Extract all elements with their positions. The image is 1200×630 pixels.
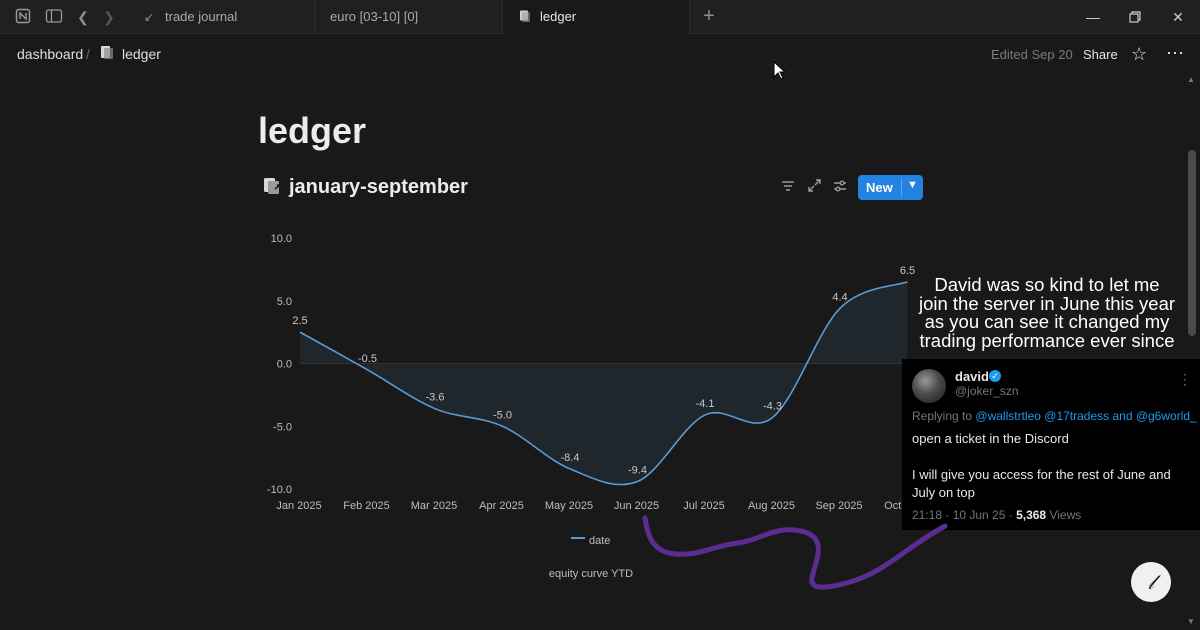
- data-label: -5.0: [493, 409, 512, 421]
- verified-badge-icon: ✓: [989, 370, 1001, 382]
- y-tick-label: -5.0: [273, 421, 292, 433]
- y-tick-label: 10.0: [271, 233, 292, 245]
- tweet-text-line: open a ticket in the Discord: [912, 431, 1069, 446]
- x-tick-label: Apr 2025: [479, 500, 524, 512]
- legend-label: date: [589, 535, 610, 547]
- tweet-author-name[interactable]: david: [955, 369, 989, 384]
- tweet-replying-to: Replying to @wallstrtleo @17tradess and …: [912, 409, 1197, 423]
- edited-timestamp: Edited Sep 20: [991, 47, 1073, 62]
- avatar[interactable]: [912, 369, 946, 403]
- tweet-text-line: July on top: [912, 485, 975, 500]
- series-area-fill: [300, 281, 908, 485]
- tweet-text-line: I will give you access for the rest of J…: [912, 467, 1171, 482]
- tab-label: euro [03-10] [0]: [330, 9, 419, 24]
- forward-arrow-icon[interactable]: ❯: [103, 9, 115, 25]
- mouse-cursor-icon: [773, 60, 787, 86]
- tweet-meta: 21:18 · 10 Jun 25 · 5,368 Views: [912, 508, 1081, 522]
- tweet-timestamp: 21:18 · 10 Jun 25 ·: [912, 508, 1017, 522]
- x-tick-label: Aug 2025: [748, 500, 795, 512]
- overlay-caption: David was so kind to let me join the ser…: [918, 274, 1176, 351]
- breadcrumb-separator: /: [86, 46, 90, 62]
- tab-bar: ❮ ❯ ↙ trade journal euro [03-10] [0] led…: [0, 0, 1200, 34]
- breadcrumb-page-icon: [100, 45, 114, 63]
- linked-database-icon: [263, 176, 285, 196]
- more-options-icon[interactable]: ⋯: [1166, 43, 1185, 63]
- replying-prefix: Replying to: [912, 409, 973, 423]
- series-line: [299, 281, 908, 486]
- new-button[interactable]: New ▼: [858, 175, 923, 200]
- x-tick-label: Mar 2025: [411, 500, 457, 512]
- breadcrumb-ledger[interactable]: ledger: [122, 46, 161, 62]
- settings-sliders-icon[interactable]: [831, 178, 849, 196]
- data-label: -3.6: [426, 392, 445, 404]
- page-icon: [519, 0, 530, 34]
- tab-euro[interactable]: euro [03-10] [0]: [315, 0, 503, 34]
- x-tick-label: Feb 2025: [343, 500, 389, 512]
- tab-trade-journal[interactable]: ↙ trade journal: [128, 0, 315, 34]
- x-tick-label: Sep 2025: [815, 500, 862, 512]
- tab-ledger[interactable]: ledger: [503, 0, 690, 34]
- ai-assistant-button[interactable]: 𝓁: [1131, 562, 1171, 602]
- tweet-author-handle[interactable]: @joker_szn: [955, 384, 1019, 398]
- share-button[interactable]: Share: [1083, 47, 1118, 62]
- filter-icon[interactable]: [779, 178, 797, 196]
- reply-mentions[interactable]: @wallstrtleo @17tradess and @g6world_: [975, 409, 1197, 423]
- tweet-card: david ✓ @joker_szn ⋮ Replying to @wallst…: [902, 359, 1200, 530]
- restore-icon[interactable]: [1115, 0, 1155, 34]
- tab-label: trade journal: [165, 9, 238, 24]
- y-tick-label: 0.0: [277, 359, 292, 371]
- favorite-star-icon[interactable]: ☆: [1131, 44, 1148, 64]
- view-title[interactable]: january-september: [289, 176, 468, 198]
- data-label: -4.1: [696, 398, 715, 410]
- back-arrow-icon[interactable]: ❮: [77, 9, 89, 25]
- chart-caption: equity curve YTD: [549, 568, 633, 580]
- data-label: -4.3: [763, 400, 782, 412]
- equity-curve-chart: 10.0 5.0 0.0 -5.0 -10.0 2.5 -0.5 -3.6 -5.0 -8.4 -9…: [267, 233, 929, 580]
- data-label: 6.5: [900, 265, 915, 277]
- data-label: -0.5: [358, 353, 377, 365]
- close-icon[interactable]: ✕: [1172, 9, 1184, 25]
- more-options-icon[interactable]: ⋮: [1178, 371, 1192, 387]
- chevron-down-icon[interactable]: ▼: [907, 179, 918, 191]
- data-label: -8.4: [561, 452, 580, 464]
- data-label: -9.4: [628, 464, 647, 476]
- page-title: ledger: [258, 110, 367, 151]
- minimize-icon[interactable]: —: [1086, 9, 1100, 25]
- x-tick-label: Jun 2025: [614, 500, 659, 512]
- new-button-divider: [901, 178, 902, 197]
- collapse-arrows-icon: ↙: [144, 10, 155, 24]
- data-label: 2.5: [292, 315, 307, 327]
- notion-logo-icon[interactable]: [14, 8, 32, 26]
- new-button-label: New: [866, 180, 893, 195]
- x-tick-label: Jan 2025: [276, 500, 321, 512]
- x-tick-label: Jul 2025: [683, 500, 725, 512]
- data-label: 4.4: [832, 291, 847, 303]
- breadcrumb-dashboard[interactable]: dashboard: [17, 46, 84, 62]
- expand-icon[interactable]: [805, 178, 823, 196]
- tweet-views-label: Views: [1046, 508, 1082, 522]
- scrollbar-thumb[interactable]: [1188, 150, 1196, 336]
- sidebar-toggle-icon[interactable]: [45, 8, 63, 26]
- scroll-up-arrow-icon[interactable]: ▲: [1187, 75, 1195, 84]
- x-tick-label: May 2025: [545, 500, 593, 512]
- y-tick-label: -10.0: [267, 484, 292, 496]
- tab-label: ledger: [540, 9, 577, 24]
- new-tab-button[interactable]: +: [703, 5, 715, 27]
- tweet-views-count: 5,368: [1016, 508, 1047, 522]
- scroll-down-arrow-icon[interactable]: ▼: [1187, 617, 1195, 626]
- y-tick-label: 5.0: [277, 296, 292, 308]
